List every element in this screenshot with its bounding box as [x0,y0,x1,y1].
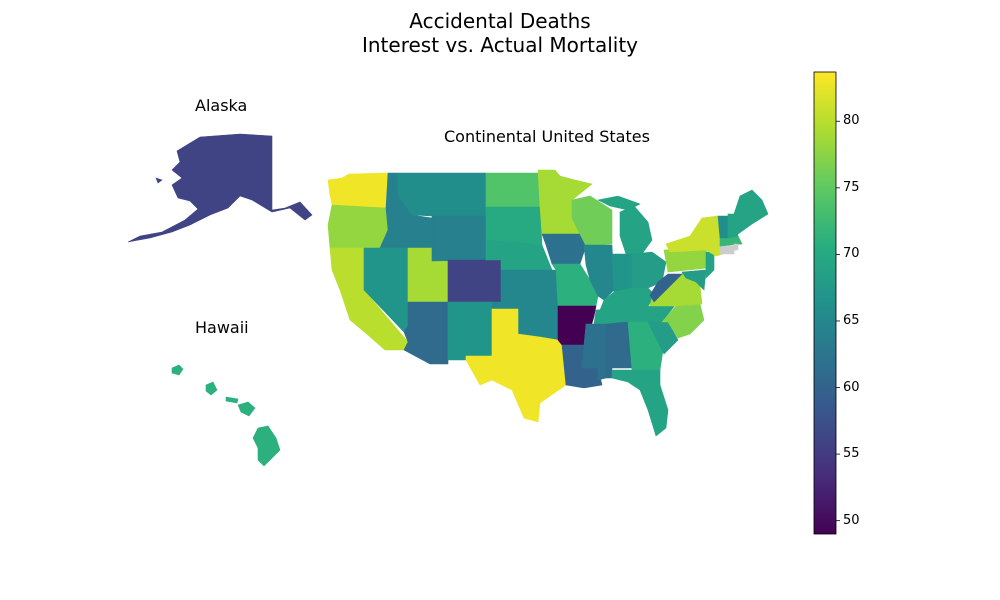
state-indiana[interactable] [611,253,633,293]
colorbar-tick-label: 50 [843,512,860,528]
colorbar-tick-label: 80 [843,113,860,129]
state-alaska[interactable] [127,133,313,243]
state-iowa[interactable] [541,233,587,265]
colorbar-ticks [836,120,840,522]
state-colorado[interactable] [447,259,502,303]
state-north-dakota[interactable] [485,172,541,208]
state-rhode-island [733,243,739,251]
state-hawaii-maui [237,401,256,417]
state-texas[interactable] [465,308,567,423]
state-kansas[interactable] [500,269,559,304]
state-maine[interactable] [733,189,769,235]
continental-label: Continental United States [444,127,650,146]
colorbar-tick-label: 70 [843,246,860,262]
state-new-jersey[interactable] [705,251,715,279]
state-south-carolina[interactable] [647,321,679,355]
state-hawaii-big-island[interactable] [252,425,281,467]
colorbar [813,71,837,535]
chart-title-line1: Accidental Deaths [409,9,591,33]
state-south-dakota[interactable] [485,206,543,246]
state-alaska-island [155,177,163,184]
state-alabama[interactable] [605,321,633,379]
state-hawaii-molokai [225,396,239,404]
state-oregon[interactable] [327,204,389,249]
state-vermont[interactable] [717,215,729,239]
state-hawaii-oahu [205,381,218,396]
state-west-virginia[interactable] [649,273,683,303]
colorbar-tick-label: 55 [843,446,860,462]
state-new-mexico[interactable] [447,301,493,361]
state-washington[interactable] [327,172,389,209]
alaska-label: Alaska [195,96,248,115]
state-illinois[interactable] [583,244,615,301]
state-florida[interactable] [611,369,669,437]
state-wyoming[interactable] [431,215,487,262]
state-montana[interactable] [397,172,487,217]
state-maryland[interactable] [681,269,707,291]
state-connecticut[interactable] [719,245,735,255]
state-tennessee[interactable] [593,303,677,325]
state-michigan[interactable] [619,205,653,255]
state-hawaii-kauai [171,364,184,376]
colorbar-tick-label: 65 [843,312,860,328]
hawaii-label: Hawaii [195,318,249,337]
state-new-hampshire[interactable] [727,213,739,239]
state-michigan-up [597,195,641,211]
colorbar-tick-label: 60 [843,379,860,395]
colorbar-tick-label: 75 [843,179,860,195]
state-arizona[interactable] [403,301,449,365]
state-missouri[interactable] [551,263,599,307]
chart-title-line2: Interest vs. Actual Mortality [361,33,638,57]
